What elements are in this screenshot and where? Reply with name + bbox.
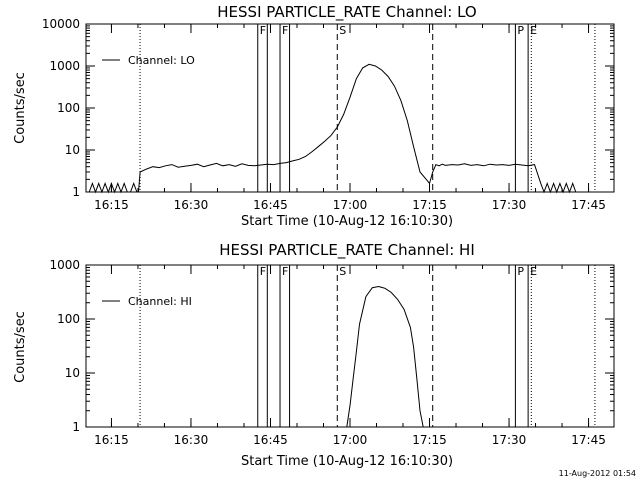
- x-tick-label: 17:30: [492, 198, 527, 212]
- x-tick-label: 17:30: [492, 433, 527, 447]
- y-tick-label: 1: [72, 420, 80, 434]
- flag-label: F: [282, 24, 288, 37]
- x-tick-label: 17:45: [571, 433, 606, 447]
- panel-title: HESSI PARTICLE_RATE Channel: LO: [217, 3, 476, 22]
- x-tick-label: 16:45: [253, 433, 288, 447]
- x-tick-label: 16:30: [174, 433, 209, 447]
- x-tick-label: 17:00: [333, 198, 368, 212]
- timestamp: 11-Aug-2012 01:54: [559, 469, 636, 478]
- y-tick-label: 1: [72, 185, 80, 199]
- y-tick-label: 10000: [42, 17, 80, 31]
- y-axis-label: Counts/sec: [13, 311, 28, 383]
- series-line: [346, 285, 424, 428]
- plot-area: 1 10 100 1000 16:15 16:30 16:45 17:00 17:15 17:30…: [49, 258, 615, 447]
- flag-label: E: [530, 265, 537, 278]
- x-axis-label: Start Time (10-Aug-12 16:10:30): [241, 454, 453, 469]
- x-tick-label: 16:15: [94, 198, 129, 212]
- plot-area: 1 10 100 1000 10000 16:15 16:30 16:45 17:00 17:15…: [42, 17, 615, 212]
- flag-label: S: [339, 265, 346, 278]
- y-tick-label: 1000: [49, 258, 80, 272]
- flag-label: F: [282, 265, 288, 278]
- y-tick-label: 100: [57, 101, 80, 115]
- panel-title: HESSI PARTICLE_RATE Channel: HI: [219, 241, 475, 260]
- panel-lo: HESSI PARTICLE_RATE Channel: LO Counts/s…: [13, 3, 615, 229]
- panel-hi: HESSI PARTICLE_RATE Channel: HI Counts/s…: [13, 241, 615, 469]
- y-tick-label: 10: [65, 143, 80, 157]
- x-tick-label: 17:00: [333, 433, 368, 447]
- flag-label: F: [260, 24, 266, 37]
- flag-label: F: [260, 265, 266, 278]
- flag-label: E: [530, 24, 537, 37]
- y-tick-label: 1000: [49, 59, 80, 73]
- flag-label: P: [517, 24, 524, 37]
- x-axis-label: Start Time (10-Aug-12 16:10:30): [241, 214, 453, 229]
- x-tick-label: 17:15: [412, 198, 447, 212]
- x-tick-label: 17:15: [412, 433, 447, 447]
- x-tick-label: 17:45: [571, 198, 606, 212]
- y-tick-label: 100: [57, 312, 80, 326]
- x-tick-label: 16:15: [94, 433, 129, 447]
- series-line: [86, 63, 599, 194]
- x-tick-label: 16:45: [253, 198, 288, 212]
- y-tick-label: 10: [65, 366, 80, 380]
- y-axis-label: Counts/sec: [13, 72, 28, 144]
- flag-label: S: [339, 24, 346, 37]
- legend-label: Channel: HI: [128, 295, 192, 308]
- flag-label: P: [517, 265, 524, 278]
- legend-label: Channel: LO: [128, 54, 195, 67]
- x-tick-label: 16:30: [174, 198, 209, 212]
